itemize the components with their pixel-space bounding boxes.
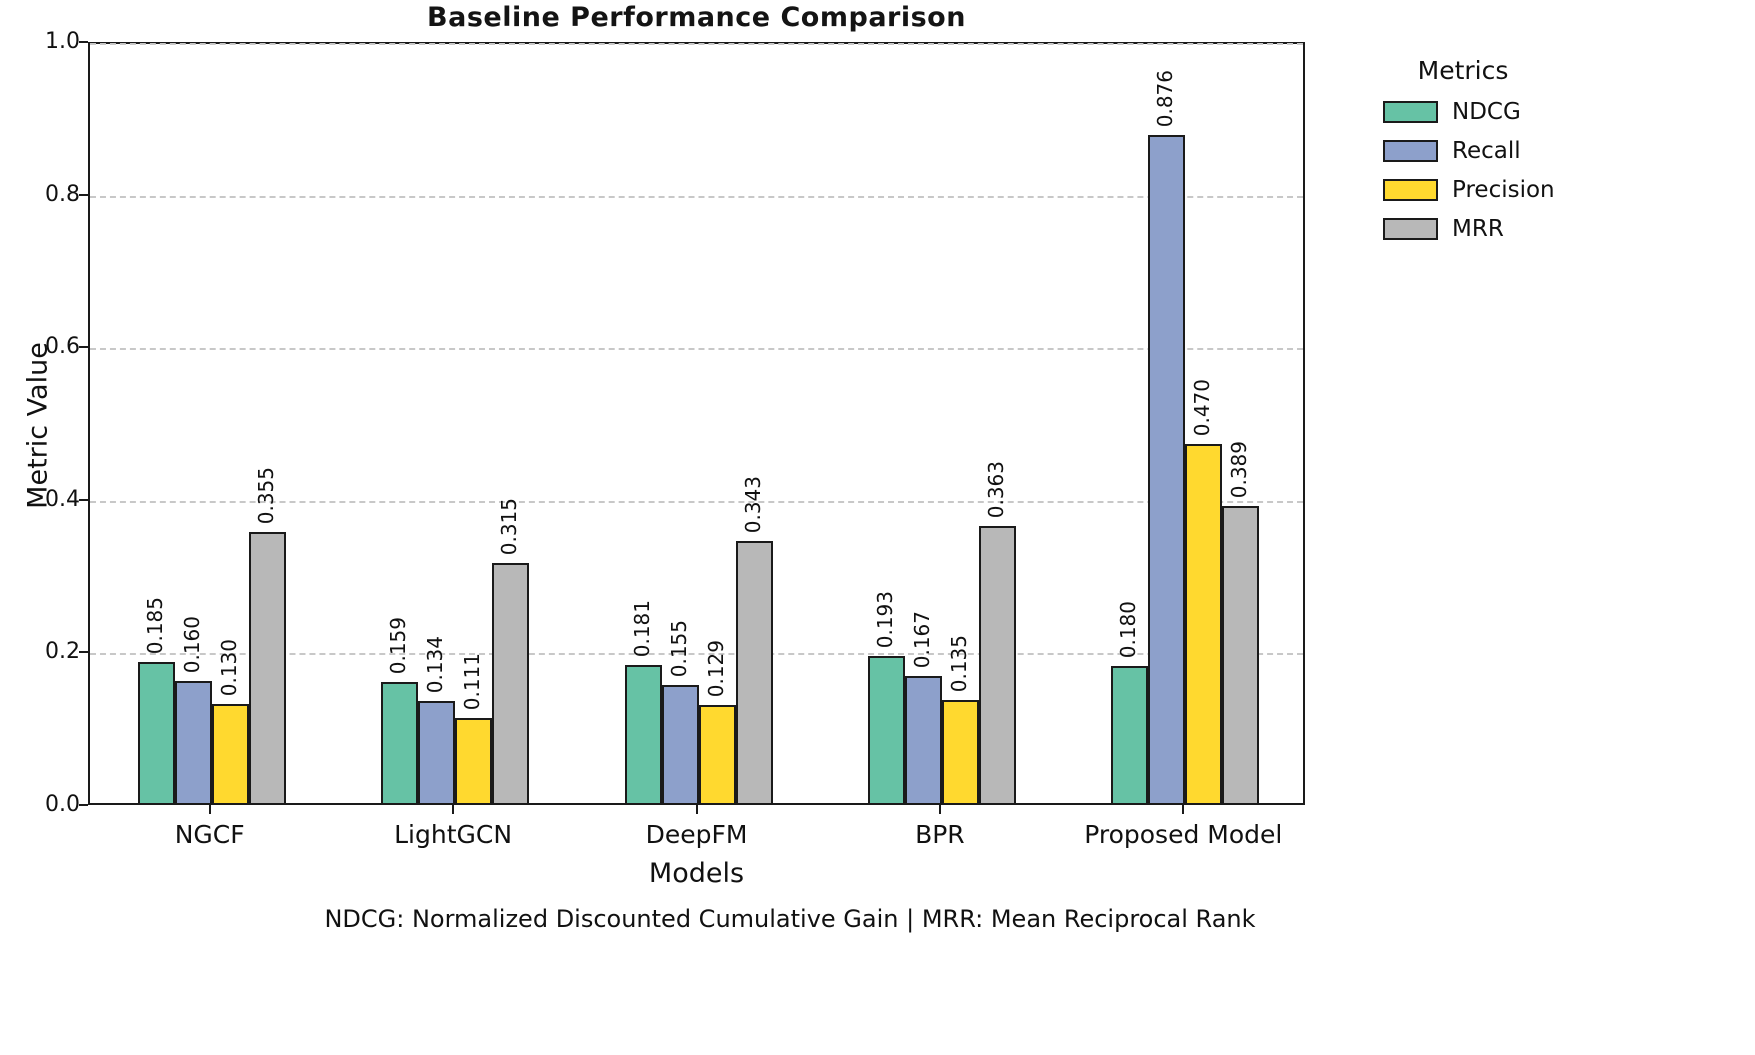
x-tick-mark (208, 805, 211, 814)
legend-swatch-icon (1383, 218, 1438, 240)
footnote: NDCG: Normalized Discounted Cumulative G… (324, 905, 1256, 933)
y-tick-label: 1.0 (45, 29, 80, 54)
legend-label: MRR (1452, 216, 1504, 242)
bar-recall-proposed-model (1148, 135, 1185, 803)
bar-value-label: 0.389 (1226, 440, 1251, 498)
bar-value-label: 0.181 (629, 599, 654, 657)
bar-recall-lightgcn (418, 701, 455, 803)
bar-value-label: 0.363 (983, 460, 1008, 518)
x-tick-label-ngcf: NGCF (174, 820, 245, 849)
gridline (90, 195, 1303, 198)
y-tick-label: 0.0 (45, 792, 80, 817)
x-tick-mark (452, 805, 455, 814)
bar-value-label: 0.193 (872, 590, 897, 648)
bar-mrr-lightgcn (492, 563, 529, 803)
bar-precision-ngcf (212, 704, 249, 803)
y-tick-mark (79, 41, 88, 43)
bar-value-label: 0.180 (1115, 600, 1140, 658)
gridline (90, 348, 1303, 351)
legend-swatch-icon (1383, 140, 1438, 162)
bar-value-label: 0.185 (142, 596, 167, 654)
legend-items: NDCG Recall Precision MRR (1383, 99, 1583, 242)
bar-mrr-ngcf (249, 532, 286, 803)
bar-ndcg-deepfm (625, 665, 662, 803)
bar-ndcg-proposed-model (1111, 666, 1148, 803)
bar-mrr-proposed-model (1222, 506, 1259, 803)
chart-title: Baseline Performance Comparison (427, 2, 966, 33)
bar-value-label: 0.159 (385, 616, 410, 674)
bar-value-label: 0.343 (740, 475, 765, 533)
bar-value-label: 0.155 (666, 619, 691, 677)
x-axis-label: Models (648, 858, 745, 889)
bar-precision-proposed-model (1185, 444, 1222, 803)
bar-recall-ngcf (175, 681, 212, 803)
legend-label: NDCG (1452, 99, 1521, 125)
legend-item-precision: Precision (1383, 177, 1583, 203)
legend: Metrics NDCG Recall Precision MRR (1383, 56, 1583, 255)
x-tick-mark (938, 805, 941, 814)
bar-value-label: 0.135 (946, 634, 971, 692)
bar-recall-deepfm (662, 685, 699, 803)
bar-value-label: 0.470 (1189, 378, 1214, 436)
bar-value-label: 0.160 (179, 615, 204, 673)
x-tick-label-deepfm: DeepFM (645, 820, 748, 849)
y-tick-mark (79, 346, 88, 349)
legend-title: Metrics (1417, 56, 1509, 85)
plot-area: 0.185 0.160 0.130 0.355 0.159 0.134 0.111 0.315… (88, 42, 1305, 805)
legend-item-ndcg: NDCG (1383, 99, 1583, 125)
bar-value-label: 0.876 (1152, 69, 1177, 127)
legend-label: Precision (1452, 177, 1555, 203)
bar-ndcg-lightgcn (381, 682, 418, 803)
bar-value-label: 0.134 (422, 635, 447, 693)
y-tick-label: 0.8 (45, 181, 80, 207)
legend-swatch-icon (1383, 101, 1438, 123)
y-tick-mark (79, 651, 88, 654)
bar-value-label: 0.167 (909, 610, 934, 668)
bar-value-label: 0.130 (216, 638, 241, 696)
x-tick-label-bpr: BPR (915, 820, 965, 849)
y-tick-mark (79, 804, 88, 806)
y-tick-label: 0.6 (45, 334, 80, 360)
bar-ndcg-ngcf (138, 662, 175, 803)
bar-recall-bpr (905, 676, 942, 803)
bar-precision-deepfm (699, 705, 736, 803)
legend-label: Recall (1452, 138, 1521, 164)
bar-ndcg-bpr (868, 656, 905, 803)
bar-precision-bpr (942, 700, 979, 803)
x-tick-label-proposed-model: Proposed Model (1084, 820, 1283, 849)
x-tick-label-lightgcn: LightGCN (394, 820, 513, 849)
legend-item-recall: Recall (1383, 138, 1583, 164)
x-tick-mark (1182, 805, 1185, 814)
bar-value-label: 0.111 (459, 652, 484, 710)
bar-value-label: 0.315 (496, 497, 521, 555)
bar-mrr-bpr (979, 526, 1016, 803)
y-tick-label: 0.4 (45, 486, 80, 512)
bar-precision-lightgcn (455, 718, 492, 803)
gridline (90, 653, 1303, 656)
bar-value-label: 0.129 (703, 639, 728, 697)
gridline (90, 500, 1303, 503)
legend-item-mrr: MRR (1383, 216, 1583, 242)
y-tick-mark (79, 193, 88, 196)
y-tick-mark (79, 498, 88, 501)
x-tick-mark (695, 805, 698, 814)
gridline (90, 43, 1303, 45)
legend-swatch-icon (1383, 179, 1438, 201)
bar-value-label: 0.355 (253, 466, 278, 524)
y-tick-label: 0.2 (45, 639, 80, 665)
bar-mrr-deepfm (736, 541, 773, 803)
